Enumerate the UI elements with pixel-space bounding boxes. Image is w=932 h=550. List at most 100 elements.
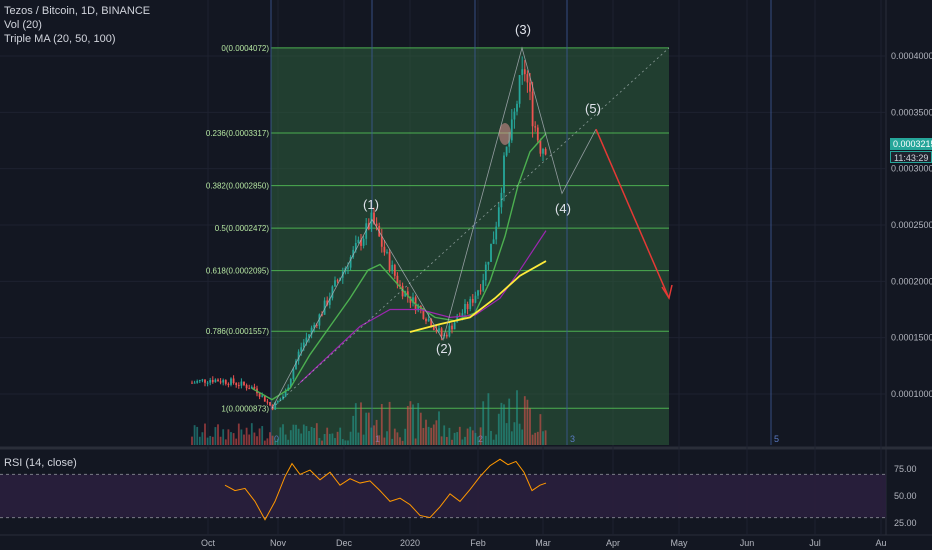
volume-bar [516,390,518,445]
volume-bars [191,390,547,445]
volume-bar [256,436,258,445]
candle-body [354,243,357,250]
candle-body [237,385,240,387]
cycle-label: 5 [774,434,779,444]
symbol-title[interactable]: Tezos / Bitcoin, 1D, BINANCE [4,5,151,17]
candle-body [401,285,404,297]
candle-body [445,334,448,337]
volume-bar [305,426,308,445]
ma100-line [409,260,547,333]
rsi-line [224,458,547,521]
volume-bar [253,432,256,445]
volume-bar [318,437,321,445]
volume-bar [271,435,274,445]
volume-bar [417,403,420,445]
volume-bar [510,431,513,445]
candle-body [276,400,279,403]
candle-body [513,111,516,120]
price-tick-label: 0.0003000 [891,164,932,174]
ma20-line [251,133,547,401]
elliott-wave-drawing[interactable]: (1) (2) (3) (4) (5) [271,22,673,409]
volume-bar [380,404,383,445]
price-tick-label: 0.0004000 [891,51,932,61]
wave-label: (4) [555,201,571,216]
candle-body [451,325,453,330]
volume-bar [430,427,433,445]
volume-bar [422,427,425,445]
candle-body [490,243,492,262]
volume-bar [414,438,417,445]
candle-body [497,207,500,227]
volume-bar [339,427,342,445]
volume-bar [412,404,414,445]
volume-bar [479,427,482,445]
candle-body [471,299,474,303]
volume-legend[interactable]: Vol (20) [4,19,42,31]
volume-bar [404,428,407,445]
candle-body [253,386,256,389]
candle-body [399,284,401,286]
candle-body [529,82,531,92]
volume-bar [206,437,209,445]
volume-bar [469,426,472,445]
volume-bar [448,427,451,445]
candle-body [461,313,464,317]
candle-body [534,126,537,128]
price-tick-label: 0.0002000 [891,276,932,286]
ma-legend[interactable]: Triple MA (20, 50, 100) [4,33,116,45]
volume-bar [508,398,511,445]
candle-body [305,337,308,343]
volume-bar [375,419,378,445]
fib-level-label: 0.5(0.0002472) [215,224,270,233]
volume-bar [365,412,368,445]
candle-body [328,298,331,305]
candle-body [196,381,199,383]
candle-body [352,249,355,258]
volume-bar [341,439,344,445]
volume-bar [513,422,516,445]
candle-body [484,264,487,281]
volume-bar [349,431,352,445]
candle-body [214,379,217,383]
wave-label: (2) [436,341,452,356]
candle-body [508,140,511,147]
volume-bar [500,402,503,445]
volume-bar [492,439,495,445]
candle-body [422,309,425,319]
candle-body [544,149,547,155]
candle-body [523,69,526,75]
volume-bar [282,424,284,445]
volume-bar [505,423,508,445]
volume-bar [391,438,394,445]
fib-level-label: 0.236(0.0003317) [206,129,270,138]
candle-body [198,380,201,382]
volume-bar [269,432,271,445]
projection-arrow [595,128,670,299]
candle-body [425,318,427,322]
candle-body [464,303,466,314]
candle-body [360,239,362,246]
candle-body [289,379,292,388]
candle-body [531,91,534,127]
candle-body [542,149,544,154]
projection-arrowhead [661,284,673,300]
volume-bar [198,436,201,445]
volume-bar [534,432,537,445]
candle-body [313,324,316,328]
time-tick-label: 2020 [400,538,420,548]
rsi-legend[interactable]: RSI (14, close) [4,457,77,469]
candle-body [269,402,271,406]
volume-bar [458,426,461,445]
volume-bar [287,439,290,445]
candle-body [321,314,323,316]
volume-bar [443,425,446,445]
fib-retracement[interactable]: 0(0.0004072) 0.236(0.0003317) 0.382(0.0002… [206,44,669,445]
volume-bar [191,436,193,445]
candle-body [432,326,435,330]
volume-bar [284,434,287,445]
volume-bar [539,414,542,445]
candle-body [258,393,261,397]
time-tick-label: Feb [470,538,486,548]
candle-body [435,329,438,332]
